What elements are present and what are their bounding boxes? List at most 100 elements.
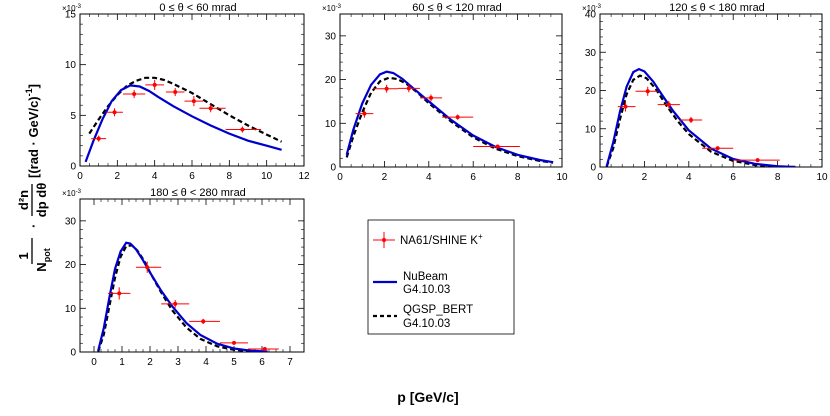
data-marker (173, 90, 178, 95)
data-point (733, 158, 780, 163)
data-point (373, 84, 398, 93)
data-marker (117, 291, 122, 296)
data-point (189, 318, 220, 325)
y-tick-label: 20 (65, 260, 77, 271)
y-tick-label: 0 (70, 348, 76, 359)
x-tick-label: 0 (77, 171, 83, 182)
data-marker (715, 146, 720, 151)
data-point (442, 114, 474, 120)
data-marker (406, 86, 411, 91)
data-marker (455, 115, 460, 120)
data-marker (145, 265, 150, 270)
x-tick-label: 0 (597, 172, 603, 183)
y-tick-label: 15 (65, 10, 77, 21)
y-tick-label: 30 (325, 31, 337, 42)
y-tick-label: 0 (70, 162, 76, 173)
data-marker (201, 319, 206, 324)
plot-frame (79, 13, 305, 167)
y-tick-label: 20 (325, 75, 337, 86)
y-tick-label: 0 (590, 163, 596, 174)
x-tick-label: 1 (119, 357, 125, 368)
x-tick-label: 8 (227, 171, 233, 182)
data-point (419, 94, 443, 102)
y-tick-label: 10 (65, 60, 77, 71)
y-tick-label: 10 (585, 124, 597, 135)
x-tick-label: 10 (816, 172, 828, 183)
data-marker (666, 102, 671, 107)
x-axis-label: p [GeV/c] (397, 389, 458, 405)
legend-nubeam-line1: NuBeam (403, 271, 448, 283)
data-point (199, 104, 226, 113)
data-point (225, 126, 262, 133)
data-point (108, 287, 131, 300)
x-tick-label: 8 (775, 172, 781, 183)
ylabel-prefix-num: 1 (16, 252, 31, 259)
nubeam-curve (345, 70, 554, 164)
data-marker (755, 158, 760, 163)
legend-data-label: NA61/SHINE K+ (400, 232, 483, 247)
data-point (473, 144, 520, 149)
x-tick-label: 0 (91, 357, 97, 368)
exponent-label: ×10-3 (322, 4, 342, 13)
x-tick-label: 3 (175, 357, 181, 368)
qgsp-curve (605, 74, 796, 167)
x-tick-label: 2 (382, 172, 388, 183)
x-tick-label: 4 (203, 357, 209, 368)
data-point (679, 116, 703, 124)
panel-4: 0 1 2 3 4 5 6 7 0 10 20 30 ×10-3 180 ≤ θ < 280 mrad (62, 187, 305, 368)
x-tick-label: 0 (337, 172, 343, 183)
x-tick-label: 4 (686, 172, 692, 183)
data-marker (191, 99, 196, 104)
data-point (220, 340, 248, 345)
x-tick-label: 12 (298, 171, 310, 182)
legend-qgsp-line1: QGSP_BERT (403, 304, 473, 316)
data-marker (429, 95, 434, 100)
data-point (702, 146, 734, 151)
data-marker (208, 106, 213, 111)
legend-frame (367, 219, 515, 335)
data-point (657, 100, 680, 109)
legend-data-marker (373, 232, 395, 248)
x-tick-label: 7 (287, 357, 293, 368)
ylabel-frac-num: d²n (16, 190, 31, 210)
plot-frame (339, 13, 563, 168)
data-point (136, 261, 162, 273)
y-tick-label: 10 (325, 119, 337, 130)
panel-title: 0 ≤ θ < 60 mrad (159, 2, 236, 14)
data-marker (384, 86, 389, 91)
data-point (248, 346, 279, 351)
data-marker (173, 301, 178, 306)
qgsp-curve (345, 76, 554, 164)
panel-3: 0 2 4 6 8 10 0 10 20 30 40×10-3 120 ≤ θ < 180 mrad (582, 2, 828, 183)
ylabel-frac-den: dp dθ (34, 183, 49, 217)
ylabel-dot: · (26, 224, 41, 228)
data-marker (96, 136, 101, 141)
x-tick-label: 6 (470, 172, 476, 183)
data-marker (232, 340, 236, 345)
data-marker (623, 104, 628, 109)
data-marker (132, 92, 137, 97)
panel-1: 0 2 4 6 8 10 12 0 5 10 15×10-3 0 ≤ θ < 60 mrad (62, 2, 310, 182)
data-marker (689, 117, 694, 122)
data-point (617, 101, 636, 112)
x-tick-label: 4 (152, 171, 158, 182)
y-tick-label: 30 (585, 48, 597, 59)
plot-frame (599, 13, 823, 168)
y-tick-label: 30 (65, 216, 77, 227)
data-point (161, 299, 190, 308)
data-point (184, 96, 204, 107)
data-point (91, 135, 107, 142)
x-tick-label: 2 (115, 171, 121, 182)
data-point (145, 79, 164, 90)
x-tick-label: 6 (189, 171, 195, 182)
exponent-label: ×10-3 (62, 4, 82, 13)
legend: NA61/SHINE K+ NuBeam G4.10.03 QGSP_BERT … (367, 219, 515, 335)
nubeam-curve (605, 67, 796, 167)
y-tick-label: 20 (585, 86, 597, 97)
data-point (355, 109, 374, 118)
x-tick-label: 2 (642, 172, 648, 183)
data-point (397, 84, 420, 93)
x-tick-label: 6 (730, 172, 736, 183)
panel-2: 0 2 4 6 8 10 0 10 20 30 ×10-3 60 ≤ θ < 120 mrad (322, 2, 568, 183)
